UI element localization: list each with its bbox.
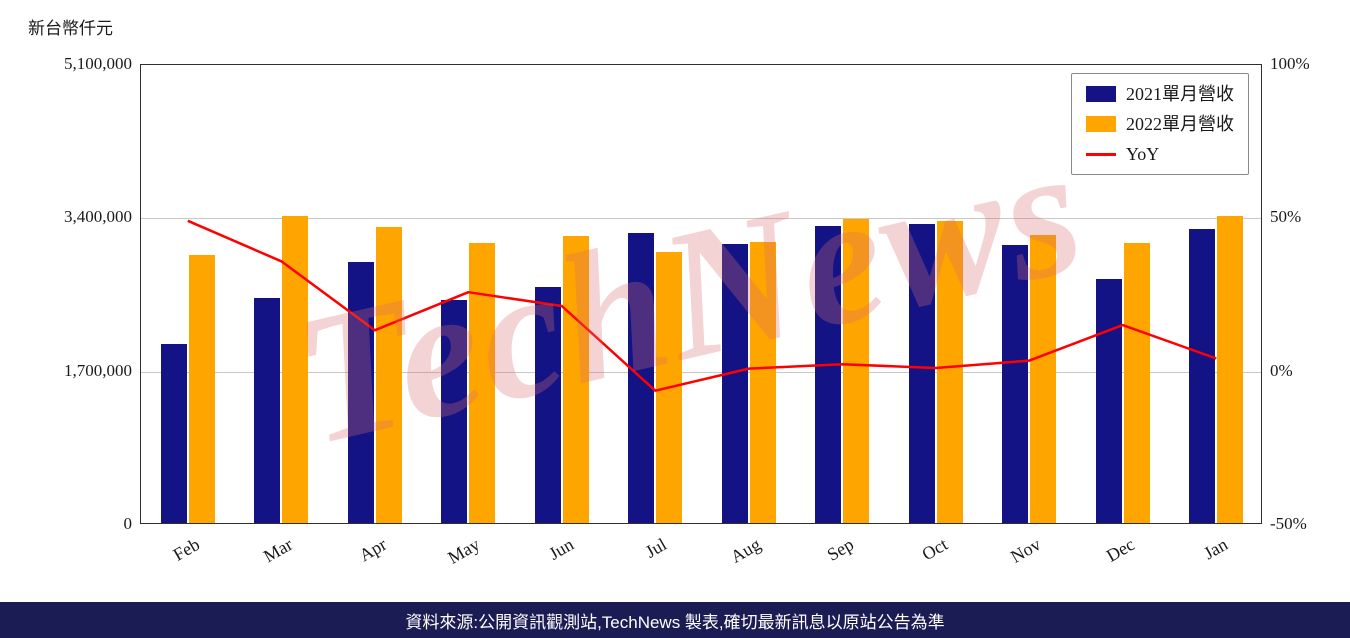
plot-area: 2021單月營收 2022單月營收 YoY	[140, 64, 1262, 524]
legend-swatch-2022	[1086, 116, 1116, 132]
bar-2022單月營收-Nov	[1030, 235, 1057, 523]
bar-2021單月營收-Aug	[721, 244, 748, 523]
legend-label-2022: 2022單月營收	[1126, 114, 1234, 134]
bar-2021單月營收-Jun	[534, 286, 561, 523]
x-tick-Oct: Oct	[918, 534, 951, 565]
x-tick-Mar: Mar	[260, 534, 297, 567]
x-tick-Nov: Nov	[1007, 534, 1045, 567]
x-tick-Jun: Jun	[545, 534, 577, 564]
legend-label-2021: 2021單月營收	[1126, 84, 1234, 104]
bar-2022單月營收-May	[469, 242, 496, 523]
bar-2022單月營收-Aug	[749, 241, 776, 523]
bar-2022單月營收-Dec	[1123, 242, 1150, 523]
right-tick-50%: 50%	[1270, 207, 1302, 227]
bar-2021單月營收-Mar	[254, 297, 281, 523]
bar-2022單月營收-Sep	[843, 219, 870, 523]
right-tick-100%: 100%	[1270, 54, 1310, 73]
bar-2021單月營收-Oct	[908, 224, 935, 523]
x-tick-Jul: Jul	[642, 534, 671, 562]
left-tick-5,100,000: 5,100,000	[64, 54, 132, 73]
bar-2021單月營收-Feb	[160, 343, 187, 523]
legend-swatch-yoy-line	[1086, 152, 1116, 156]
left-tick-1,700,000: 1,700,000	[64, 360, 132, 380]
x-tick-Sep: Sep	[823, 534, 858, 565]
x-tick-Jan: Jan	[1200, 534, 1232, 564]
legend: 2021單月營收 2022單月營收 YoY	[1071, 73, 1249, 175]
gridline-3400000	[141, 218, 1261, 220]
bar-2022單月營收-Jun	[562, 236, 589, 523]
source-footer: 資料來源:公開資訊觀測站,TechNews 製表,確切最新訊息以原站公告為準	[0, 602, 1350, 638]
yoy-line	[187, 219, 1217, 392]
left-axis-unit-label: 新台幣仟元	[28, 19, 113, 38]
right-tick-0%: 0%	[1270, 360, 1293, 380]
source-footer-text: 資料來源:公開資訊觀測站,TechNews 製表,確切最新訊息以原站公告為準	[405, 612, 945, 632]
x-tick-Apr: Apr	[355, 534, 390, 566]
left-tick-0: 0	[123, 514, 133, 533]
right-tick--50%: -50%	[1270, 514, 1307, 533]
x-tick-Aug: Aug	[726, 534, 764, 567]
legend-swatch-2021	[1086, 86, 1116, 102]
bar-2021單月營收-Jan	[1189, 228, 1216, 523]
x-tick-May: May	[444, 534, 484, 568]
legend-item-2022: 2022單月營收	[1086, 112, 1234, 136]
x-tick-Dec: Dec	[1102, 534, 1138, 566]
bar-2021單月營收-Sep	[815, 226, 842, 523]
bar-2022單月營收-Mar	[282, 216, 309, 523]
bar-2022單月營收-Apr	[375, 227, 402, 523]
gridline-1700000	[141, 371, 1261, 373]
bar-2022單月營收-Feb	[188, 255, 215, 523]
bar-2022單月營收-Jan	[1217, 216, 1244, 523]
bar-2021單月營收-Dec	[1095, 279, 1122, 523]
legend-label-yoy: YoY	[1126, 144, 1160, 164]
bar-2021單月營收-Nov	[1002, 245, 1029, 523]
legend-item-2021: 2021單月營收	[1086, 82, 1234, 106]
left-tick-3,400,000: 3,400,000	[64, 207, 132, 227]
bar-2022單月營收-Oct	[936, 220, 963, 523]
legend-item-yoy: YoY	[1086, 142, 1234, 166]
x-tick-Feb: Feb	[169, 534, 203, 565]
bar-2021單月營收-Apr	[347, 262, 374, 523]
bar-2021單月營收-May	[441, 300, 468, 523]
